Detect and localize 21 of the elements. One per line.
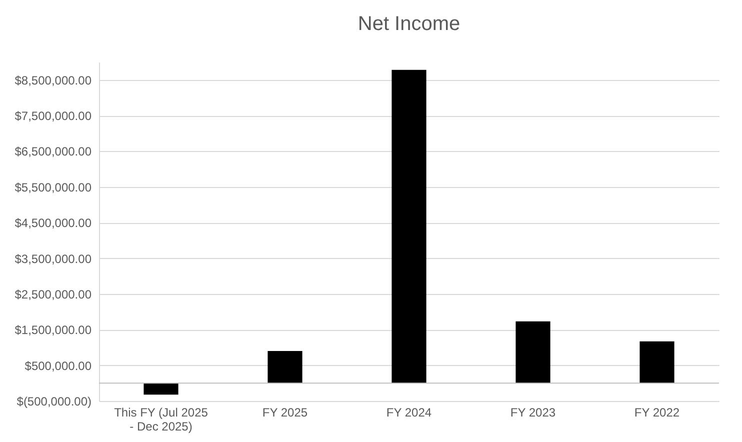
y-tick-label: $8,500,000.00: [14, 73, 92, 88]
bar: [516, 321, 550, 384]
y-tick-label: $(500,000.00): [16, 394, 92, 408]
y-tick-label: $7,500,000.00: [14, 109, 92, 124]
y-tick-label: $5,500,000.00: [14, 180, 92, 194]
x-tick-label: FY 2023: [510, 406, 556, 420]
x-tick-label: FY 2022: [634, 406, 680, 420]
bar: [640, 341, 674, 384]
y-tick-label: $2,500,000.00: [14, 287, 92, 302]
chart-title: Net Income: [358, 13, 460, 35]
y-tick-label: $4,500,000.00: [14, 216, 92, 230]
y-tick-label: $6,500,000.00: [14, 144, 92, 159]
bar: [268, 351, 302, 384]
y-tick-label: $500,000.00: [24, 358, 92, 373]
x-tick-label: FY 2024: [386, 406, 432, 420]
y-tick-label: $3,500,000.00: [14, 252, 92, 266]
y-tick-label: $1,500,000.00: [14, 323, 92, 338]
x-tick-label: FY 2025: [262, 406, 308, 420]
bar: [144, 383, 178, 395]
bar: [392, 70, 426, 384]
x-tick-label: This FY (Jul 2025 - Dec 2025): [114, 406, 208, 434]
